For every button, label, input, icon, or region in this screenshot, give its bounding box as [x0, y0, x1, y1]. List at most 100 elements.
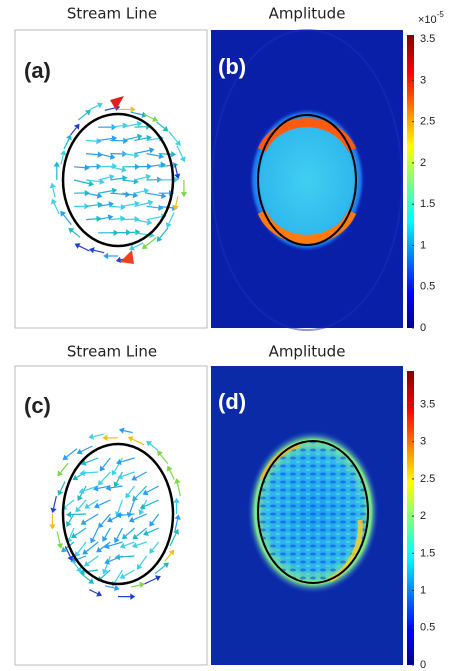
colorbar-tick-label: 2: [420, 157, 426, 169]
flow-line: [130, 111, 143, 116]
flow-arrow: [94, 502, 100, 509]
flow-line: [77, 541, 87, 554]
flow-line: [120, 513, 135, 516]
flow-arrow: [70, 557, 77, 564]
flow-line: [68, 527, 75, 539]
flow-arrow: [134, 216, 140, 223]
flow-line: [156, 121, 165, 129]
flow-arrow: [61, 546, 67, 553]
flow-arrow: [114, 553, 120, 561]
colorbar-tick-label: 2.5: [420, 116, 435, 128]
flow-arrow: [136, 120, 143, 128]
flow-arrow: [156, 235, 163, 242]
flow-line: [169, 533, 177, 547]
flow-arrow: [119, 573, 126, 579]
flow-arrow: [107, 214, 114, 221]
flow-line: [85, 457, 99, 464]
flow-arrow: [174, 140, 181, 146]
flow-arrow: [66, 511, 72, 518]
flow-line: [132, 438, 145, 446]
flow-line: [56, 531, 61, 545]
colorbar-tick-label: 3.5: [420, 33, 435, 45]
flow-line: [159, 227, 169, 239]
flow-line: [108, 541, 123, 547]
flow-line: [110, 218, 121, 221]
flow-line: [122, 179, 134, 182]
colorbar-tick-label: 1: [420, 239, 426, 251]
flow-line: [123, 569, 135, 577]
flow-line: [134, 219, 148, 223]
flow-line: [93, 433, 104, 438]
flow-line: [127, 485, 135, 495]
panel-title: Stream Line: [67, 5, 157, 23]
flow-arrow: [104, 543, 110, 550]
flow-arrow: [68, 227, 75, 234]
flow-line: [133, 242, 144, 249]
colorbar-tick-label: 0.5: [420, 281, 435, 293]
flow-arrow: [121, 533, 128, 540]
flow-arrow: [114, 584, 120, 592]
flow-arrow: [73, 123, 80, 130]
flow-arrow: [135, 229, 141, 236]
flow-arrow: [143, 187, 150, 195]
flow-arrow: [99, 178, 105, 185]
flow-arrow: [146, 219, 153, 226]
flow-arrow: [75, 566, 82, 573]
flow-arrow: [130, 593, 136, 600]
panel-label: (c): [24, 393, 51, 418]
flow-arrow: [85, 109, 91, 116]
boundary: [257, 114, 357, 246]
colorbar-tick-label: 1.5: [420, 198, 435, 210]
flow-line: [60, 154, 64, 165]
flow-arrow: [96, 590, 103, 597]
flow-arrow: [125, 492, 131, 499]
flow-line: [133, 513, 147, 521]
flow-line: [88, 499, 99, 507]
flow-arrow: [158, 152, 165, 160]
flow-line: [146, 485, 159, 493]
flow-arrow: [53, 161, 61, 167]
flow-line: [77, 112, 88, 121]
flow-line: [85, 192, 98, 197]
colorbar-tick-label: 3: [420, 436, 426, 448]
flow-arrow: [57, 470, 64, 477]
flow-line: [136, 527, 147, 537]
flow-arrow: [149, 520, 155, 527]
panel-c: [14, 365, 208, 666]
flow-arrow: [66, 134, 72, 141]
flow-line: [52, 495, 57, 509]
flow-line: [129, 499, 136, 514]
flow-line: [89, 589, 98, 595]
flow-arrow: [136, 563, 143, 570]
boundary: [61, 112, 175, 248]
flow-line: [134, 176, 147, 181]
flow-arrow: [157, 450, 163, 457]
flow-arrow: [51, 198, 57, 205]
boundary: [257, 440, 369, 584]
flow-line: [168, 212, 175, 224]
flow-arrow: [179, 156, 186, 163]
flow-arrow: [173, 497, 180, 503]
flow-line: [144, 499, 159, 508]
colorbar-tick-label: 1: [420, 584, 426, 596]
flow-line: [104, 107, 116, 111]
flow-arrow: [49, 524, 56, 530]
flow-line: [92, 527, 99, 540]
flow-arrow: [115, 256, 122, 263]
flow-line: [98, 203, 110, 207]
flow-line: [134, 137, 148, 141]
flow-line: [123, 430, 133, 434]
flow-line: [117, 499, 123, 513]
flow-line: [98, 165, 113, 168]
flow-line: [134, 202, 149, 207]
flow-arrow: [108, 201, 114, 208]
flow-line: [130, 584, 141, 588]
flow-line: [124, 541, 135, 547]
flow-line: [86, 153, 98, 156]
flow-arrow: [102, 568, 109, 575]
flow-arrow: [88, 247, 95, 254]
flow-line: [154, 565, 166, 574]
exponent-base: ×10: [418, 14, 437, 26]
flow-arrow: [105, 484, 112, 492]
flow-arrow: [118, 427, 125, 434]
